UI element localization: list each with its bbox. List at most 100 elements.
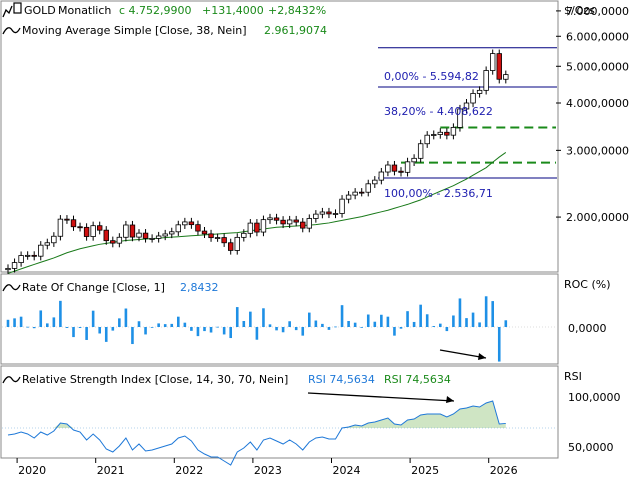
roc-zero-tick: 0,0000 [568, 322, 607, 335]
candle-body [97, 225, 103, 231]
rsi-arrow-head [446, 396, 454, 403]
roc-bar [327, 327, 331, 330]
candle-body [227, 242, 234, 251]
candle-body [424, 134, 430, 145]
candle-body [300, 221, 306, 229]
year-label: 2022 [175, 464, 203, 477]
roc-bar [222, 327, 226, 335]
candle-body [90, 225, 96, 237]
roc-indicator-icon [2, 284, 21, 292]
candle-body [444, 131, 450, 136]
candle-body [57, 218, 64, 237]
candle-body [201, 230, 208, 235]
rsi-trend-arrow [307, 392, 455, 402]
candle-body [417, 143, 424, 159]
candle-body [339, 198, 345, 214]
candle-body [372, 179, 378, 185]
candle-body [214, 237, 221, 239]
candle-body [457, 108, 463, 128]
candle-body [313, 213, 319, 219]
roc-bar [347, 321, 350, 327]
roc-bar [111, 327, 115, 331]
roc-bar [78, 327, 82, 328]
roc-bar [406, 311, 409, 327]
candle-body [44, 242, 50, 246]
rsi-panel-frame [0, 365, 559, 459]
roc-bar [26, 326, 29, 328]
candle-body [83, 226, 90, 237]
roc-bar [268, 324, 272, 327]
candle-body [77, 226, 83, 229]
candle-body [188, 221, 195, 226]
roc-bar [366, 314, 370, 327]
candle-body [247, 222, 254, 234]
fib-label-38: 38,20% - 4.408,622 [384, 105, 493, 118]
roc-bar [308, 312, 311, 327]
candle-body [476, 89, 483, 94]
candle-body [31, 254, 37, 257]
roc-bar [439, 323, 442, 327]
ma-value: 2.961,9074 [264, 24, 327, 37]
candle-body [391, 164, 398, 172]
rsi-line [2, 400, 556, 466]
roc-bar [91, 310, 95, 327]
candle-body [142, 232, 149, 239]
roc-bar [340, 305, 344, 327]
roc-unit: ROC (%) [564, 278, 611, 291]
roc-bar [445, 327, 449, 332]
last-price: c 4.752,9900 [119, 4, 192, 17]
candle-body [182, 221, 188, 226]
roc-bar [432, 326, 436, 327]
candle-body [64, 218, 70, 221]
ma-label: Moving Average Simple [Close, 38, Nein] [22, 24, 247, 37]
rsi-tick-50: 50,0000 [568, 441, 614, 454]
rsi-indicator-icon [2, 376, 21, 384]
candle-body [136, 232, 142, 238]
candle-body [110, 240, 116, 244]
ma-indicator-icon [2, 27, 21, 35]
candle-body [489, 53, 496, 71]
roc-bar [334, 326, 337, 328]
roc-bar [190, 327, 193, 331]
roc-bar [72, 327, 75, 338]
candle-body [149, 237, 155, 240]
roc-bar [104, 327, 108, 342]
candle-body [123, 224, 129, 238]
interval-label: Monatlich [58, 4, 111, 17]
candle-body [169, 231, 175, 235]
year-label: 2020 [18, 464, 46, 477]
candle-body [352, 191, 358, 196]
roc-bar [497, 327, 501, 362]
candle-body [70, 219, 77, 228]
roc-bar [314, 320, 318, 327]
fib-label-0: 0,00% - 5.594,82 [384, 70, 479, 83]
roc-bar [419, 304, 422, 327]
year-label: 2026 [490, 464, 518, 477]
rsi-value-1: RSI 74,5634 [308, 373, 375, 386]
candle-body [116, 236, 123, 244]
rsi-unit: RSI [564, 370, 582, 383]
candle-body [404, 161, 411, 173]
candle-body [470, 93, 476, 104]
roc-bar [321, 323, 324, 327]
roc-bar [32, 327, 36, 329]
candle-body [162, 233, 168, 237]
price-axis-ticks: 7.000,0000 6.000,0000 5.000,0000 4.000,0000… [556, 5, 629, 224]
roc-bar [399, 327, 403, 329]
candle-body [155, 235, 162, 239]
candle-body [260, 219, 267, 233]
rsi-value-2: RSI 74,5634 [384, 373, 451, 386]
roc-bar [373, 321, 377, 327]
roc-bar [235, 307, 239, 327]
candle-body [51, 235, 57, 244]
roc-bar [353, 322, 357, 327]
candle-body [345, 194, 352, 200]
roc-label: Rate Of Change [Close, 1] [22, 281, 165, 294]
roc-bar [452, 315, 455, 327]
roc-bar [203, 327, 206, 332]
candle-body [286, 219, 293, 225]
roc-bar [170, 323, 174, 327]
rsi-tick-100: 100,0000 [568, 391, 621, 404]
rsi-header: Relative Strength Index [Close, 14, 30, … [2, 373, 451, 386]
